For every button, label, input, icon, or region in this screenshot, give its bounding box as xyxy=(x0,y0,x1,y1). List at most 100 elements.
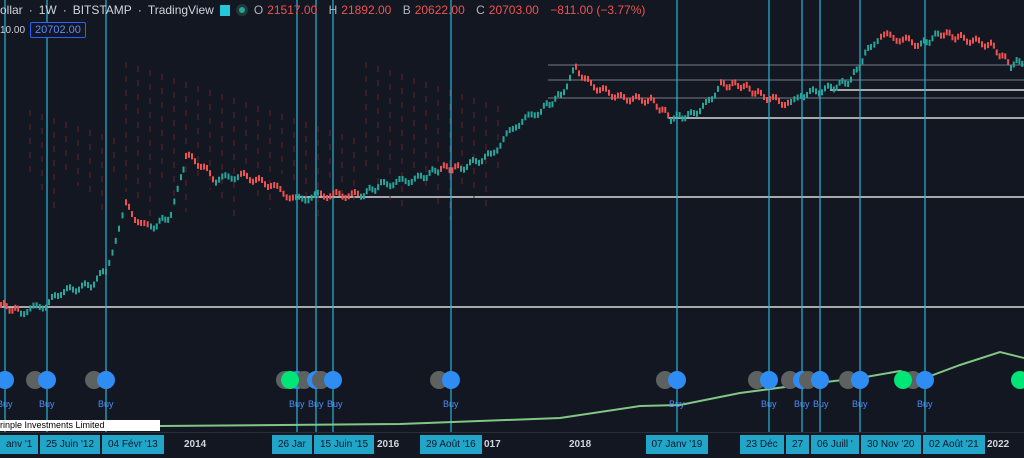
candle xyxy=(614,94,616,101)
candle xyxy=(341,193,344,200)
candle xyxy=(389,183,392,190)
candle xyxy=(454,163,457,170)
candle xyxy=(63,289,65,296)
candle xyxy=(279,186,282,193)
candle xyxy=(599,87,601,94)
candle xyxy=(815,88,817,95)
candle xyxy=(475,158,477,165)
candle xyxy=(861,58,864,65)
candle xyxy=(745,81,748,88)
candle xyxy=(502,136,505,143)
candle xyxy=(963,34,965,41)
ohlc-values: O 21517.00 H 21892.00 B 20622.00 C 20703.00 … xyxy=(253,3,646,17)
candle xyxy=(626,97,628,104)
buy-label: Buy xyxy=(39,399,55,409)
candle xyxy=(304,197,307,204)
buy-label: Buy xyxy=(289,399,305,409)
candle xyxy=(246,172,248,179)
candle xyxy=(702,102,704,109)
candle xyxy=(448,167,451,174)
candle xyxy=(728,84,731,91)
candle xyxy=(380,179,382,186)
candle xyxy=(542,102,545,109)
candle xyxy=(45,304,47,311)
candle xyxy=(20,310,22,317)
candle xyxy=(717,85,719,92)
symbol-name: ollar xyxy=(0,3,23,17)
candle xyxy=(696,110,698,117)
candle xyxy=(905,34,907,41)
candle xyxy=(672,115,675,122)
candle xyxy=(658,107,661,114)
last-price-badge: 20702.00 xyxy=(30,22,86,38)
candle xyxy=(751,90,754,97)
candle xyxy=(720,79,722,86)
candle xyxy=(914,42,916,49)
flag-icon[interactable] xyxy=(219,4,230,16)
price-chart[interactable] xyxy=(0,0,1024,432)
candle xyxy=(493,149,496,156)
buy-dot xyxy=(324,371,342,389)
candle xyxy=(420,172,422,179)
candle xyxy=(742,83,745,90)
candle xyxy=(437,169,440,176)
candle xyxy=(1015,57,1018,64)
candle xyxy=(258,175,260,182)
buy-dot xyxy=(760,371,778,389)
candle xyxy=(605,85,607,92)
candle xyxy=(404,178,407,185)
candle xyxy=(137,219,139,226)
candle xyxy=(775,94,777,101)
candle xyxy=(931,35,934,42)
buy-dot xyxy=(851,371,869,389)
candle xyxy=(161,214,164,221)
candle xyxy=(111,249,114,256)
candle xyxy=(584,75,586,82)
candle xyxy=(233,176,236,183)
candle xyxy=(267,183,269,190)
candle xyxy=(647,97,649,104)
candle xyxy=(323,193,326,200)
candle xyxy=(827,82,829,89)
market-status-icon xyxy=(235,4,248,16)
candle xyxy=(496,147,499,154)
candle xyxy=(270,182,272,189)
buy-label: Buy xyxy=(308,399,324,409)
candle xyxy=(41,305,44,312)
candle xyxy=(760,89,762,96)
candle xyxy=(824,85,826,92)
candle xyxy=(533,112,536,119)
candle xyxy=(338,190,341,197)
candle xyxy=(748,85,751,92)
candle xyxy=(855,66,858,73)
candle xyxy=(484,153,486,160)
candle xyxy=(173,198,176,205)
candle xyxy=(575,63,577,70)
buy-label: Buy xyxy=(852,399,868,409)
candle xyxy=(29,305,32,312)
candle xyxy=(940,32,942,39)
candle xyxy=(978,37,980,44)
candle xyxy=(48,299,50,306)
candle xyxy=(796,94,799,101)
candle xyxy=(942,32,945,39)
candle xyxy=(1004,53,1007,60)
candle xyxy=(230,175,233,182)
candle xyxy=(886,30,889,37)
candle xyxy=(830,83,832,90)
candle xyxy=(243,170,245,177)
candle xyxy=(206,165,208,172)
candle xyxy=(481,158,483,165)
candle xyxy=(164,216,167,223)
candle xyxy=(572,67,574,74)
candle xyxy=(693,109,695,116)
time-axis[interactable]: 2014 2016 017 2018 2022 anv '1 25 Juin '12 04 F… xyxy=(0,432,1024,458)
candle xyxy=(326,194,329,201)
candle xyxy=(850,76,852,83)
candle xyxy=(557,91,560,98)
candle xyxy=(152,225,155,232)
candle xyxy=(617,92,619,99)
candle xyxy=(8,307,11,314)
candle xyxy=(508,127,511,134)
interval[interactable]: 1W xyxy=(38,3,57,17)
